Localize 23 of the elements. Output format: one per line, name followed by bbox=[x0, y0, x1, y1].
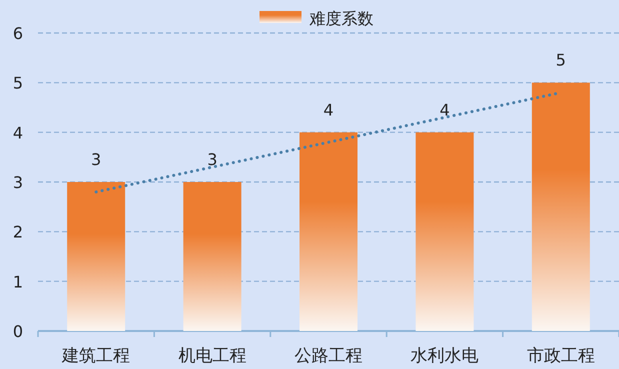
y-tick-label: 0 bbox=[12, 322, 24, 341]
data-label: 3 bbox=[207, 150, 218, 169]
bar bbox=[416, 132, 474, 331]
x-tick-label: 机电工程 bbox=[178, 346, 246, 366]
y-tick-label: 6 bbox=[12, 24, 24, 43]
y-tick-label: 1 bbox=[12, 272, 24, 292]
bar bbox=[183, 182, 242, 331]
y-tick-label: 3 bbox=[12, 173, 24, 192]
data-label: 4 bbox=[440, 100, 450, 120]
x-tick-label: 市政工程 bbox=[526, 346, 595, 366]
legend-label: 难度系数 bbox=[308, 9, 374, 28]
data-label: 3 bbox=[91, 150, 102, 169]
bar bbox=[532, 82, 590, 331]
y-tick-label: 5 bbox=[12, 74, 24, 93]
x-tick-label: 建筑工程 bbox=[61, 346, 130, 366]
x-tick-label: 公路工程 bbox=[294, 346, 362, 366]
data-label: 5 bbox=[556, 50, 566, 70]
y-tick-label: 2 bbox=[12, 222, 24, 242]
y-tick-label: 4 bbox=[12, 123, 24, 142]
bar bbox=[300, 132, 358, 331]
x-tick-label: 水利水电 bbox=[410, 346, 479, 366]
bar bbox=[67, 182, 126, 331]
data-label: 4 bbox=[323, 100, 334, 120]
